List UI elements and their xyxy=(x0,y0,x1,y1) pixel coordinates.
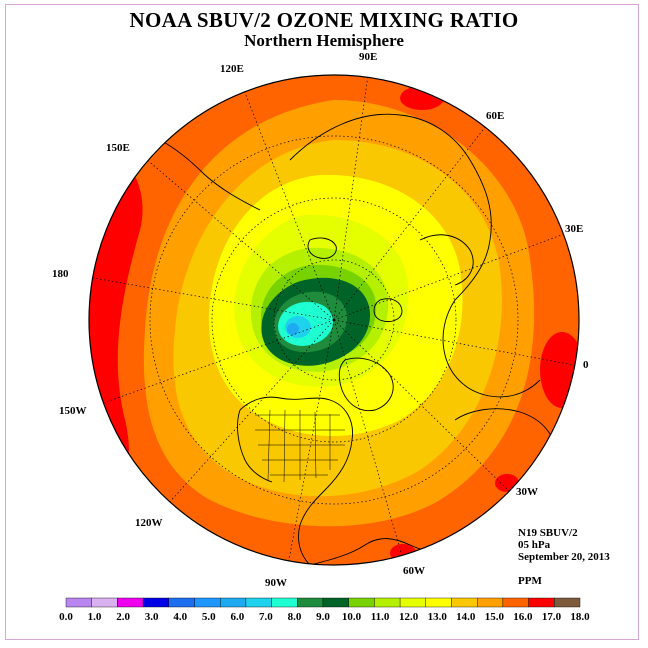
colorbar-tick-label: 16.0 xyxy=(513,611,533,623)
date-label: September 20, 2013 xyxy=(518,551,610,563)
colorbar-swatch xyxy=(374,597,401,608)
graticule xyxy=(89,75,579,565)
colorbar-swatch xyxy=(502,597,529,608)
colorbar-tick-label: 1.0 xyxy=(88,611,102,623)
colorbar-tick-label: 11.0 xyxy=(371,611,390,623)
colorbar-tick-label: 0.0 xyxy=(59,611,73,623)
colorbar-tick-label: 3.0 xyxy=(145,611,159,623)
colorbar-swatch xyxy=(322,597,349,608)
colorbar-swatch xyxy=(554,597,581,608)
colorbar-swatch xyxy=(117,597,144,608)
colorbar-tick-label: 5.0 xyxy=(202,611,216,623)
colorbar-tick-label: 12.0 xyxy=(399,611,419,623)
lon-label-120e: 120E xyxy=(220,63,244,75)
lon-label-150e: 150E xyxy=(106,142,130,154)
colorbar-tick-label: 7.0 xyxy=(259,611,273,623)
colorbar-swatch xyxy=(451,597,478,608)
colorbar-swatch xyxy=(528,597,555,608)
info-block: N19 SBUV/2 05 hPa September 20, 2013 xyxy=(518,527,610,563)
lon-label-90w: 90W xyxy=(265,577,287,589)
lon-label-150w: 150W xyxy=(59,405,87,417)
lon-label-90e: 90E xyxy=(359,51,378,63)
map-boundary xyxy=(88,74,580,566)
lon-label-30w: 30W xyxy=(516,486,538,498)
colorbar-swatch xyxy=(168,597,195,608)
colorbar-swatch xyxy=(425,597,452,608)
colorbar-swatch xyxy=(399,597,427,608)
colorbar-swatch xyxy=(348,597,375,608)
colorbar-tick-label: 14.0 xyxy=(456,611,476,623)
colorbar-swatch xyxy=(245,597,272,608)
colorbar-swatch xyxy=(91,597,118,608)
colorbar-swatch xyxy=(194,597,221,608)
colorbar-swatch xyxy=(219,597,247,608)
state-borders xyxy=(255,409,345,483)
lon-label-60w: 60W xyxy=(403,565,425,577)
map-subtitle: Northern Hemisphere xyxy=(244,31,404,50)
lon-label-60e: 60E xyxy=(486,110,505,122)
level-label: 05 hPa xyxy=(518,539,551,551)
colorbar-tick-label: 2.0 xyxy=(116,611,130,623)
colorbar-tick-label: 18.0 xyxy=(570,611,590,623)
colorbar-swatch xyxy=(65,597,92,608)
units-label: PPM xyxy=(518,575,542,587)
ozone-field xyxy=(89,75,579,565)
lon-label-0: 0 xyxy=(583,359,589,371)
lon-label-30e: 30E xyxy=(565,223,584,235)
colorbar-swatch xyxy=(477,597,504,608)
lon-label-180: 180 xyxy=(52,268,69,280)
colorbar-swatch xyxy=(271,597,298,608)
colorbar-tick-label: 6.0 xyxy=(230,611,244,623)
colorbar-tick-label: 17.0 xyxy=(542,611,562,623)
colorbar-tick-label: 9.0 xyxy=(316,611,330,623)
colorbar-tick-label: 8.0 xyxy=(288,611,302,623)
map-title: NOAA SBUV/2 OZONE MIXING RATIO xyxy=(129,8,519,32)
colorbar-swatch xyxy=(142,597,170,608)
colorbar-tick-label: 15.0 xyxy=(485,611,505,623)
colorbar-tick-label: 13.0 xyxy=(428,611,448,623)
lon-label-120w: 120W xyxy=(135,517,163,529)
instrument-label: N19 SBUV/2 xyxy=(518,527,578,539)
colorbar-tick-label: 10.0 xyxy=(342,611,362,623)
red-patch-west xyxy=(89,140,143,540)
band-5 xyxy=(287,323,299,335)
frame xyxy=(5,4,639,640)
colorbar-swatch xyxy=(297,597,324,608)
colorbar-tick-label: 4.0 xyxy=(173,611,187,623)
